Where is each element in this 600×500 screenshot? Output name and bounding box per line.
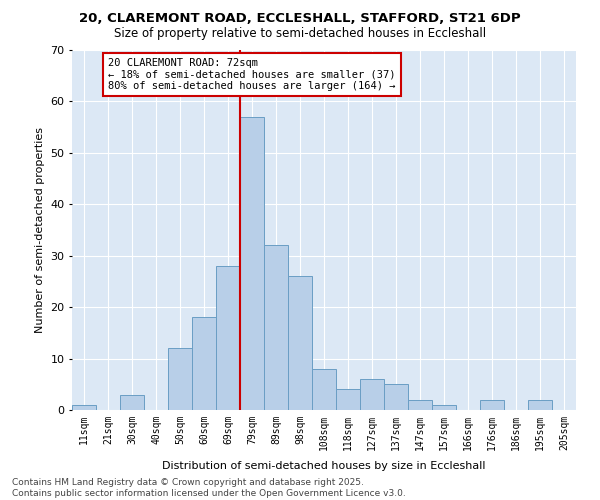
- Bar: [408, 400, 432, 410]
- Text: Contains HM Land Registry data © Crown copyright and database right 2025.
Contai: Contains HM Land Registry data © Crown c…: [12, 478, 406, 498]
- Text: 20, CLAREMONT ROAD, ECCLESHALL, STAFFORD, ST21 6DP: 20, CLAREMONT ROAD, ECCLESHALL, STAFFORD…: [79, 12, 521, 26]
- Text: Size of property relative to semi-detached houses in Eccleshall: Size of property relative to semi-detach…: [114, 28, 486, 40]
- Bar: [288, 276, 312, 410]
- Bar: [240, 117, 264, 410]
- Bar: [216, 266, 240, 410]
- Bar: [120, 394, 144, 410]
- Bar: [432, 405, 456, 410]
- Bar: [360, 379, 384, 410]
- Bar: [264, 246, 288, 410]
- Y-axis label: Number of semi-detached properties: Number of semi-detached properties: [35, 127, 44, 333]
- Bar: [192, 318, 216, 410]
- Bar: [336, 390, 360, 410]
- Bar: [480, 400, 504, 410]
- X-axis label: Distribution of semi-detached houses by size in Eccleshall: Distribution of semi-detached houses by …: [162, 461, 486, 471]
- Text: 20 CLAREMONT ROAD: 72sqm
← 18% of semi-detached houses are smaller (37)
80% of s: 20 CLAREMONT ROAD: 72sqm ← 18% of semi-d…: [108, 58, 395, 91]
- Bar: [72, 405, 96, 410]
- Bar: [384, 384, 408, 410]
- Bar: [312, 369, 336, 410]
- Bar: [168, 348, 192, 410]
- Bar: [528, 400, 552, 410]
